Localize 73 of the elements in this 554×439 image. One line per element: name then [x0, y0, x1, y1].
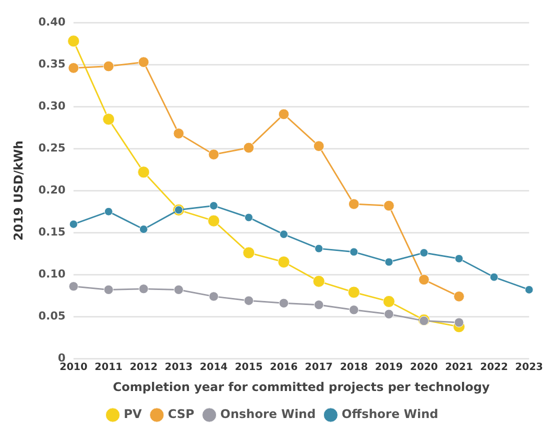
point — [348, 286, 360, 298]
legend-label: CSP — [168, 407, 194, 422]
y-tick-label: 0.20 — [38, 183, 66, 196]
x-tick-label: 2016 — [270, 362, 298, 374]
point — [174, 284, 184, 295]
point — [242, 246, 255, 259]
x-axis-title: Completion year for committed projects per technology — [112, 380, 490, 394]
point — [278, 256, 290, 268]
x-tick-label: 2019 — [374, 362, 403, 374]
x-tick-label: 2014 — [200, 362, 228, 374]
point — [138, 284, 148, 294]
x-tick-label: 2018 — [340, 362, 368, 374]
point — [350, 248, 358, 256]
point — [103, 60, 114, 72]
point — [244, 213, 253, 222]
legend-label: PV — [124, 407, 143, 422]
y-tick-label: 0.10 — [38, 267, 66, 280]
point — [384, 258, 394, 266]
point — [382, 295, 395, 308]
point — [68, 62, 79, 74]
x-tick-label: 2021 — [445, 362, 473, 374]
point — [139, 224, 148, 234]
point — [208, 149, 220, 160]
point — [490, 272, 498, 282]
point — [280, 230, 288, 239]
legend-label: Offshore Wind — [342, 407, 438, 422]
point — [314, 244, 324, 253]
point — [69, 220, 78, 228]
x-tick-label: 2013 — [164, 362, 193, 374]
point — [138, 166, 150, 178]
point — [314, 300, 324, 310]
point — [454, 254, 464, 263]
x-tick-label: 2011 — [94, 362, 123, 374]
point — [173, 128, 184, 139]
point — [208, 214, 220, 227]
point — [67, 35, 80, 48]
point — [278, 298, 289, 308]
x-tick-label: 2015 — [234, 362, 263, 374]
y-axis-title: 2019 USD/kWh — [11, 140, 26, 241]
y-tick-label: 0.05 — [38, 309, 66, 322]
x-tick-label: 2022 — [480, 362, 508, 374]
x-tick-label: 2012 — [130, 362, 158, 374]
point — [102, 113, 115, 126]
point — [524, 285, 534, 294]
point — [420, 248, 428, 258]
legend-label: Onshore Wind — [220, 407, 316, 422]
point — [244, 296, 254, 306]
point — [68, 282, 78, 292]
point — [138, 56, 150, 68]
x-tick-label: 2017 — [304, 362, 333, 374]
y-tick-label: 0.15 — [38, 225, 66, 238]
y-tick-label: 0.25 — [38, 141, 66, 154]
point — [384, 309, 394, 319]
point — [104, 284, 114, 295]
point — [278, 108, 290, 120]
y-tick-label: 0.30 — [38, 99, 66, 112]
x-tick-label: 2020 — [410, 362, 438, 374]
point — [208, 292, 219, 302]
point — [243, 142, 254, 154]
y-tick-label: 0.35 — [38, 57, 66, 70]
x-tick-label: 2023 — [515, 362, 544, 374]
point — [454, 318, 464, 328]
point — [383, 200, 394, 212]
point — [348, 198, 360, 210]
point — [312, 275, 325, 288]
point — [104, 207, 113, 216]
point — [209, 201, 218, 210]
point — [313, 140, 324, 152]
y-tick-label: 0.40 — [38, 15, 66, 28]
point — [349, 305, 359, 315]
point — [418, 274, 430, 286]
point — [454, 290, 464, 302]
x-tick-label: 2010 — [60, 362, 88, 374]
